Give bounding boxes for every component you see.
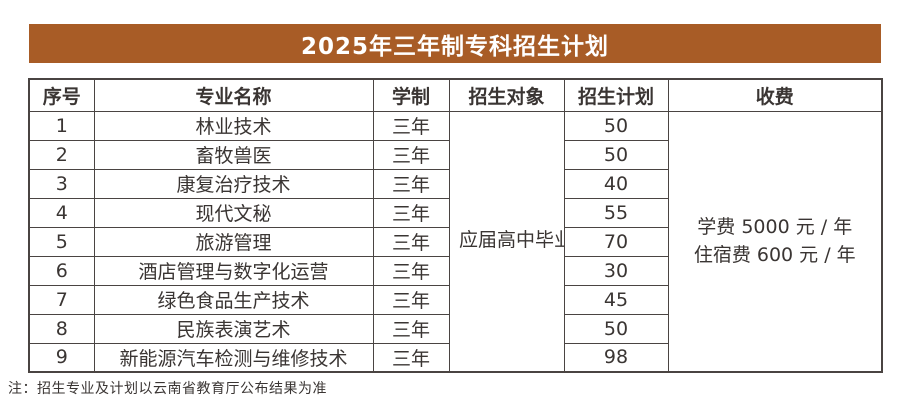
- col-header-plan: 招生计划: [563, 78, 669, 112]
- major-cell: 绿色食品生产技术: [93, 284, 374, 315]
- duration-cell: 三年: [372, 226, 450, 257]
- col-header-major: 专业名称: [93, 78, 374, 112]
- plan-cell: 45: [563, 284, 669, 315]
- table-row: 2 畜牧兽医 三年 50: [28, 139, 882, 170]
- row-number-cell: 7: [28, 284, 95, 315]
- row-number-cell: 4: [28, 197, 95, 228]
- target-text: 应届高中毕业生: [459, 229, 563, 252]
- plan-cell: 98: [563, 342, 669, 373]
- table-row: 8 民族表演艺术 三年 50: [28, 313, 882, 344]
- duration-cell: 三年: [372, 168, 450, 199]
- table-row: 5 旅游管理 三年 70: [28, 226, 882, 257]
- plan-cell: 30: [563, 255, 669, 286]
- col-header-fee: 收费: [667, 78, 883, 112]
- footnote: 注：招生专业及计划以云南省教育厅公布结果为准: [8, 381, 327, 397]
- row-number-cell: 6: [28, 255, 95, 286]
- table-row: 7 绿色食品生产技术 三年 45: [28, 284, 882, 315]
- enrollment-plan-table: 序号 专业名称 学制 招生对象 招生计划 收费 1 林业技术 三年 应届高中毕业…: [28, 78, 883, 373]
- col-header-target: 招生对象: [448, 78, 565, 112]
- plan-cell: 50: [563, 110, 669, 141]
- row-number-cell: 8: [28, 313, 95, 344]
- plan-cell: 50: [563, 139, 669, 170]
- table-row: 3 康复治疗技术 三年 40: [28, 168, 882, 199]
- plan-cell: 70: [563, 226, 669, 257]
- row-number-cell: 5: [28, 226, 95, 257]
- duration-cell: 三年: [372, 110, 450, 141]
- major-cell: 畜牧兽医: [93, 139, 374, 170]
- plan-cell: 55: [563, 197, 669, 228]
- table-row: 9 新能源汽车检测与维修技术 三年 98: [28, 342, 882, 373]
- duration-cell: 三年: [372, 255, 450, 286]
- table-row: 4 现代文秘 三年 55: [28, 197, 882, 228]
- row-number-cell: 3: [28, 168, 95, 199]
- major-cell: 民族表演艺术: [93, 313, 374, 344]
- table-header-row: 序号 专业名称 学制 招生对象 招生计划 收费: [28, 78, 883, 112]
- col-header-duration: 学制: [372, 78, 450, 112]
- plan-cell: 40: [563, 168, 669, 199]
- major-cell: 酒店管理与数字化运营: [93, 255, 374, 286]
- table-row: 1 林业技术 三年 应届高中毕业生 50 学费 5000 元 / 年 住宿费 6…: [28, 110, 883, 373]
- fee-line-accommodation: 住宿费 600 元 / 年: [693, 244, 856, 267]
- duration-cell: 三年: [372, 139, 450, 170]
- title-banner: 2025年三年制专科招生计划: [29, 24, 881, 63]
- duration-cell: 三年: [372, 284, 450, 315]
- duration-cell: 三年: [372, 197, 450, 228]
- major-cell: 康复治疗技术: [93, 168, 374, 199]
- fee-line-tuition: 学费 5000 元 / 年: [697, 215, 853, 238]
- major-cell: 旅游管理: [93, 226, 374, 257]
- page-title: 2025年三年制专科招生计划: [300, 33, 609, 60]
- row-number-cell: 2: [28, 139, 95, 170]
- duration-cell: 三年: [372, 342, 450, 373]
- row-number-cell: 1: [28, 110, 95, 141]
- target-merged-cell: 应届高中毕业生: [448, 110, 565, 373]
- major-cell: 现代文秘: [93, 197, 374, 228]
- fee-merged-cell: 学费 5000 元 / 年 住宿费 600 元 / 年: [667, 110, 883, 373]
- major-cell: 林业技术: [93, 110, 374, 141]
- plan-cell: 50: [563, 313, 669, 344]
- row-number-cell: 9: [28, 342, 95, 373]
- col-header-no: 序号: [28, 78, 95, 112]
- major-cell: 新能源汽车检测与维修技术: [93, 342, 374, 373]
- duration-cell: 三年: [372, 313, 450, 344]
